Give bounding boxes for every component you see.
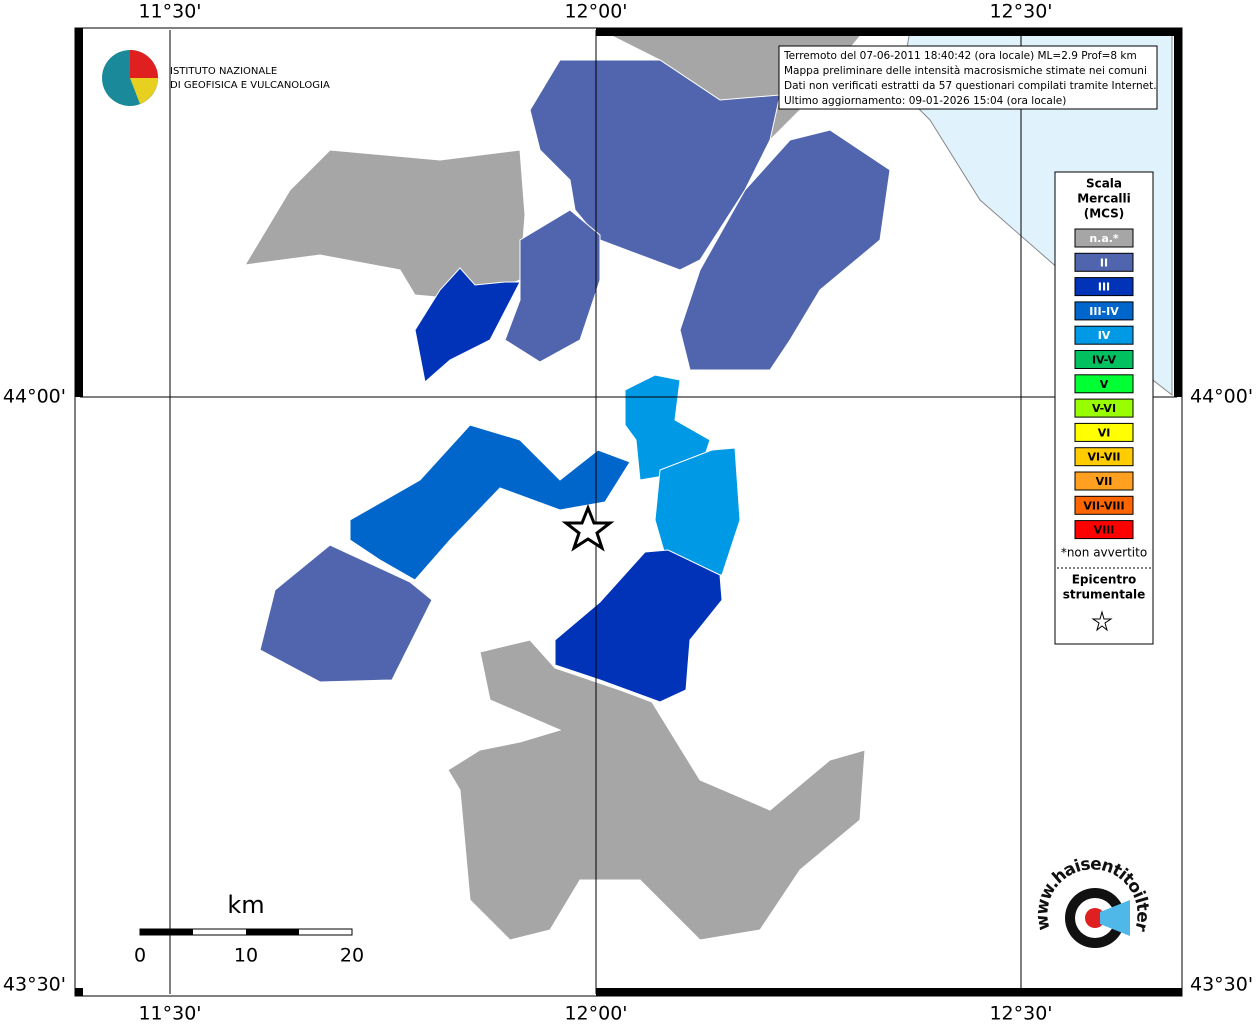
legend-label: V [1100, 378, 1109, 391]
scale-label: 20 [340, 945, 364, 967]
lon-label: 11°30' [138, 1003, 201, 1024]
lat-label: 44°00' [1190, 386, 1253, 408]
legend-note: *non avvertito [1061, 546, 1147, 560]
lon-label: 12°00' [564, 1003, 627, 1024]
legend-title: Mercalli [1077, 192, 1131, 206]
legend-swatch [1074, 277, 1134, 297]
legend: ScalaMercalli(MCS)n.a.*IIIIIIII-IVIVIV-V… [1054, 171, 1154, 645]
legend-swatch [1074, 228, 1134, 248]
legend-swatch [1074, 471, 1134, 491]
scale-bar: km 0 10 20 [134, 891, 364, 967]
info-line: Terremoto del 07-06-2011 18:40:42 (ora l… [783, 50, 1137, 62]
legend-label: II [1100, 256, 1108, 269]
legend-title: (MCS) [1084, 207, 1125, 221]
region [654, 447, 741, 576]
legend-epicenter: strumentale [1063, 588, 1146, 602]
info-frame [778, 45, 1158, 110]
lat-label: 44°00' [3, 386, 66, 408]
legend-label: n.a.* [1089, 232, 1119, 245]
lat-label: 43°30' [3, 974, 66, 996]
frame [74, 27, 1183, 997]
legend-label: IV [1098, 329, 1111, 342]
region [259, 544, 433, 683]
region [414, 267, 521, 383]
logo-text: DI GEOFISICA E VULCANOLOGIA [170, 80, 330, 91]
legend-label: IV-V [1092, 354, 1117, 367]
epicenter [561, 503, 615, 552]
legend-swatch [1074, 301, 1134, 321]
region [679, 129, 891, 371]
legend-swatch [1074, 447, 1134, 467]
graticule [80, 30, 1177, 994]
legend-label: VI [1098, 426, 1111, 439]
legend-swatch [1074, 350, 1134, 369]
lon-label: 12°00' [564, 1, 627, 23]
legend-swatch [1074, 252, 1134, 272]
info-line: Dati non verificati estratti da 57 quest… [784, 80, 1157, 92]
info-line: Ultimo aggiornamento: 09-01-2026 15:04 (… [784, 95, 1066, 107]
badge-cone [1100, 900, 1130, 936]
scale-label: 10 [234, 945, 258, 967]
regions [244, 29, 1173, 941]
region [349, 424, 631, 581]
scale-seg [140, 929, 193, 935]
lon-label: 12°30' [989, 1, 1052, 23]
lat-label: 43°30' [1190, 974, 1253, 996]
legend-title: Scala [1086, 177, 1122, 191]
frame-seg [75, 28, 83, 397]
region [447, 639, 866, 941]
legend-swatch [1074, 374, 1134, 394]
legend-star [1091, 610, 1113, 632]
legend-label: VI-VII [1087, 451, 1120, 464]
logo-part [130, 50, 158, 78]
legend-epicenter: Epicentro [1072, 573, 1137, 587]
legend-label: VIII [1094, 524, 1115, 537]
legend-label: V-VI [1092, 402, 1116, 415]
lon-label: 11°30' [138, 1, 201, 23]
region [504, 209, 601, 363]
region [554, 549, 723, 703]
scale-seg [246, 929, 299, 935]
scale-label: 0 [134, 945, 146, 967]
legend-swatch [1074, 520, 1134, 540]
frame-seg [596, 988, 1182, 996]
info-line: Mappa preliminare delle intensità macros… [784, 65, 1147, 77]
logo: ISTITUTO NAZIONALE DI GEOFISICA E VULCAN… [102, 50, 330, 106]
frame-seg [1174, 28, 1182, 397]
legend-swatch [1074, 398, 1134, 418]
lon-label: 12°30' [989, 1003, 1052, 1024]
logo-part [130, 78, 158, 104]
legend-swatch [1074, 495, 1134, 515]
legend-label: III-IV [1089, 305, 1119, 318]
legend-label: III [1098, 281, 1110, 294]
legend-swatch [1074, 422, 1134, 442]
legend-label: VII [1096, 475, 1113, 488]
scale-unit: km [227, 891, 264, 919]
logo-text: ISTITUTO NAZIONALE [170, 66, 277, 77]
region [529, 59, 781, 271]
frame-seg [596, 28, 1182, 36]
frame-seg [75, 988, 83, 996]
legend-swatch [1074, 325, 1134, 345]
info-box: Terremoto del 07-06-2011 18:40:42 (ora l… [778, 45, 1158, 110]
legend-label: VII-VIII [1083, 499, 1124, 512]
epicenter-star [561, 503, 615, 552]
coordinate-labels: 11°30' 12°00' 12°30' 11°30' 12°00' 12°30' 44°0… [3, 1, 1253, 1024]
